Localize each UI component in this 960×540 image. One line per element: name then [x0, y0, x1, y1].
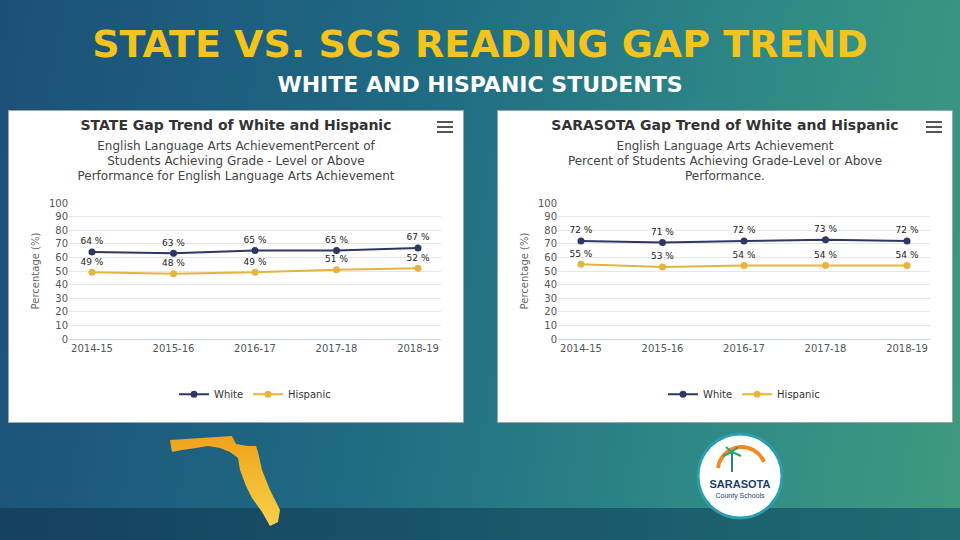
- svg-text:73 %: 73 %: [814, 224, 837, 234]
- html-text:SARASOTA Gap Trend of White an: SARASOTA Gap Trend of White and Hispanic: [551, 117, 899, 133]
- svg-text:90: 90: [55, 211, 68, 222]
- svg-text:2014-15: 2014-15: [560, 343, 602, 354]
- svg-text:2015-16: 2015-16: [153, 343, 195, 354]
- svg-text:SARASOTA: SARASOTA: [710, 478, 771, 490]
- svg-text:54 %: 54 %: [896, 250, 919, 260]
- svg-text:Percentage (%): Percentage (%): [30, 233, 41, 310]
- svg-text:Hispanic: Hispanic: [288, 389, 331, 400]
- svg-text:64 %: 64 %: [81, 236, 104, 246]
- svg-text:65 %: 65 %: [244, 235, 267, 245]
- svg-text:0: 0: [62, 334, 68, 345]
- svg-text:50: 50: [544, 266, 557, 277]
- svg-text:White: White: [703, 389, 732, 400]
- html-text:English Language Arts Achievem: English Language Arts AchievementPercent…: [97, 139, 375, 153]
- svg-text:63 %: 63 %: [162, 238, 185, 248]
- svg-text:2017-18: 2017-18: [805, 343, 847, 354]
- svg-text:55 %: 55 %: [570, 249, 593, 259]
- svg-text:54 %: 54 %: [733, 250, 756, 260]
- svg-text:70: 70: [544, 238, 557, 249]
- html-text:STATE VS. SCS READING GAP TREN: STATE VS. SCS READING GAP TREND: [92, 22, 868, 66]
- svg-text:Hispanic: Hispanic: [777, 389, 820, 400]
- svg-text:49 %: 49 %: [244, 257, 267, 267]
- svg-text:10: 10: [544, 320, 557, 331]
- svg-text:48 %: 48 %: [162, 258, 185, 268]
- svg-text:Percentage (%): Percentage (%): [519, 233, 530, 310]
- html-text:Percent of Students Achieving: Percent of Students Achieving Grade-Leve…: [567, 154, 883, 168]
- svg-text:80: 80: [55, 225, 68, 236]
- svg-text:100: 100: [538, 198, 557, 209]
- svg-text:60: 60: [55, 252, 68, 263]
- svg-text:2014-15: 2014-15: [71, 343, 113, 354]
- svg-text:72 %: 72 %: [570, 225, 593, 235]
- html-text:Performance for English Langua: Performance for English Language Arts Ac…: [77, 169, 395, 183]
- svg-text:0: 0: [551, 334, 557, 345]
- svg-text:20: 20: [55, 306, 68, 317]
- svg-text:20: 20: [544, 306, 557, 317]
- svg-text:40: 40: [55, 279, 68, 290]
- svg-text:72 %: 72 %: [733, 225, 756, 235]
- svg-text:10: 10: [55, 320, 68, 331]
- svg-text:2017-18: 2017-18: [316, 343, 358, 354]
- html-text:WHITE AND HISPANIC STUDENTS: WHITE AND HISPANIC STUDENTS: [277, 72, 683, 97]
- svg-text:49 %: 49 %: [81, 257, 104, 267]
- svg-text:67 %: 67 %: [407, 232, 430, 242]
- svg-text:65 %: 65 %: [325, 235, 348, 245]
- svg-text:52 %: 52 %: [407, 253, 430, 263]
- svg-text:100: 100: [49, 198, 68, 209]
- svg-text:53 %: 53 %: [651, 251, 674, 261]
- html-text:Students Achieving Grade - Lev: Students Achieving Grade - Level or Abov…: [107, 154, 365, 168]
- svg-text:80: 80: [544, 225, 557, 236]
- svg-text:2015-16: 2015-16: [642, 343, 684, 354]
- svg-text:54 %: 54 %: [814, 250, 837, 260]
- svg-text:90: 90: [544, 211, 557, 222]
- svg-text:71 %: 71 %: [651, 227, 674, 237]
- svg-text:30: 30: [55, 293, 68, 304]
- svg-text:70: 70: [55, 238, 68, 249]
- html-text:English Language Arts Achievem: English Language Arts Achievement: [616, 139, 834, 153]
- svg-text:County Schools: County Schools: [715, 492, 765, 500]
- svg-text:White: White: [214, 389, 243, 400]
- svg-text:2018-19: 2018-19: [886, 343, 928, 354]
- svg-text:51 %: 51 %: [325, 254, 348, 264]
- svg-text:50: 50: [55, 266, 68, 277]
- svg-text:2016-17: 2016-17: [723, 343, 765, 354]
- svg-text:30: 30: [544, 293, 557, 304]
- svg-text:40: 40: [544, 279, 557, 290]
- svg-text:2018-19: 2018-19: [397, 343, 439, 354]
- svg-text:60: 60: [544, 252, 557, 263]
- html-text:Performance.: Performance.: [685, 169, 765, 183]
- svg-text:72 %: 72 %: [896, 225, 919, 235]
- html-text:STATE Gap Trend of White and H: STATE Gap Trend of White and Hispanic: [80, 117, 392, 133]
- svg-text:2016-17: 2016-17: [234, 343, 276, 354]
